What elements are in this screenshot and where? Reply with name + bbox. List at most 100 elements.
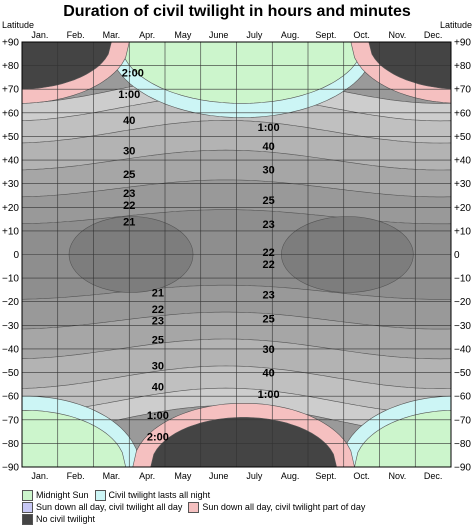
- y-tick-label-right: −10: [454, 274, 471, 285]
- x-tick-label-bottom: Feb.: [67, 471, 85, 481]
- contour-label: 1:00: [258, 122, 280, 134]
- y-tick-label-left: +70: [2, 85, 19, 96]
- y-tick-label-right: −40: [454, 344, 471, 355]
- y-tick-label-left: +40: [2, 156, 19, 167]
- x-tick-label-top: Nov.: [388, 30, 406, 40]
- contour-label: 22: [123, 200, 135, 212]
- contour-label: 25: [263, 313, 275, 325]
- contour-label: 40: [263, 368, 275, 380]
- x-tick-label-bottom: Apr.: [139, 471, 155, 481]
- x-tick-label-bottom: Oct.: [353, 471, 370, 481]
- y-tick-label-right: +60: [454, 108, 471, 119]
- contour-label: 21: [123, 216, 135, 228]
- y-tick-label-right: −80: [454, 439, 471, 450]
- x-tick-label-top: Feb.: [67, 30, 85, 40]
- y-tick-label-right: −20: [454, 297, 471, 308]
- legend-label: Sun down all day, civil twilight part of…: [202, 501, 365, 513]
- y-tick-label-right: +20: [454, 203, 471, 214]
- x-tick-label-bottom: Sept.: [315, 471, 336, 481]
- contour-label: 1:00: [258, 389, 280, 401]
- x-tick-label-top: Jan.: [31, 30, 48, 40]
- y-tick-label-right: +80: [454, 61, 471, 72]
- contour-label: 23: [263, 219, 275, 231]
- y-tick-label-left: −30: [2, 321, 19, 332]
- contour-label: 2:00: [122, 68, 144, 80]
- y-tick-label-right: −60: [454, 392, 471, 403]
- contour-label: 2:00: [147, 431, 169, 443]
- y-tick-label-right: +40: [454, 156, 471, 167]
- y-tick-label-left: +80: [2, 61, 19, 72]
- contour-label: 1:00: [118, 89, 140, 101]
- contour-label: 23: [152, 316, 164, 328]
- contour-label: 30: [152, 360, 164, 372]
- x-tick-label-bottom: Nov.: [388, 471, 406, 481]
- x-tick-label-bottom: Jan.: [31, 471, 48, 481]
- y-tick-label-right: +30: [454, 179, 471, 190]
- x-tick-label-top: May: [174, 30, 192, 40]
- legend-label: Sun down all day, civil twilight all day: [36, 501, 182, 513]
- x-tick-label-top: Dec.: [424, 30, 443, 40]
- y-tick-label-left: +30: [2, 179, 19, 190]
- legend-label: Midnight Sun: [36, 489, 89, 501]
- contour-label: 40: [123, 115, 135, 127]
- contour-label: 30: [263, 165, 275, 177]
- y-tick-label-left: +90: [2, 38, 19, 49]
- legend-item-sun-down-twilight-part-day: Sun down all day, civil twilight part of…: [188, 501, 365, 513]
- contour-label: 40: [263, 141, 275, 153]
- legend: Midnight Sun Civil twilight lasts all ni…: [22, 489, 371, 525]
- y-tick-label-left: −90: [2, 463, 19, 474]
- y-tick-label-right: 0: [454, 250, 460, 261]
- x-tick-label-bottom: May: [174, 471, 192, 481]
- y-tick-label-left: −40: [2, 344, 19, 355]
- contour-label: 22: [263, 259, 275, 271]
- y-tick-label-left: 0: [13, 250, 19, 261]
- contour-label: 22: [263, 247, 275, 259]
- legend-item-sun-down-twilight-all-day: Sun down all day, civil twilight all day: [22, 501, 182, 513]
- legend-label: No civil twilight: [36, 513, 95, 525]
- y-tick-label-right: +70: [454, 85, 471, 96]
- contour-label: 25: [263, 195, 275, 207]
- x-tick-label-top: Sept.: [315, 30, 336, 40]
- contour-label: 30: [263, 344, 275, 356]
- contour-label: 25: [152, 335, 164, 347]
- contour-label: 21: [152, 287, 164, 299]
- x-tick-label-bottom: Aug.: [281, 471, 300, 481]
- legend-swatch-sun-down-twilight-part-day: [188, 502, 199, 513]
- legend-item-twilight-all-night: Civil twilight lasts all night: [95, 489, 211, 501]
- y-tick-label-right: +10: [454, 226, 471, 237]
- y-tick-label-left: +10: [2, 226, 19, 237]
- y-tick-label-right: −70: [454, 415, 471, 426]
- legend-swatch-twilight-all-night: [95, 490, 106, 501]
- x-tick-label-top: Oct.: [353, 30, 370, 40]
- contour-label: 22: [152, 304, 164, 316]
- x-tick-label-top: Apr.: [139, 30, 155, 40]
- y-tick-label-left: −20: [2, 297, 19, 308]
- x-tick-label-bottom: Dec.: [424, 471, 443, 481]
- contour-label: 40: [152, 382, 164, 394]
- y-tick-label-right: −50: [454, 368, 471, 379]
- contour-label: 30: [123, 146, 135, 158]
- contour-label: 23: [123, 188, 135, 200]
- y-tick-label-left: −70: [2, 415, 19, 426]
- contour-label: 23: [263, 290, 275, 302]
- legend-item-midnight-sun: Midnight Sun: [22, 489, 89, 501]
- y-tick-label-left: −10: [2, 274, 19, 285]
- y-tick-label-right: +90: [454, 38, 471, 49]
- x-tick-label-top: July: [246, 30, 263, 40]
- y-tick-label-left: +20: [2, 203, 19, 214]
- contour-label: 25: [123, 169, 135, 181]
- x-tick-label-top: Aug.: [281, 30, 300, 40]
- x-tick-label-top: Mar.: [103, 30, 121, 40]
- legend-item-no-twilight: No civil twilight: [22, 513, 95, 525]
- y-tick-label-left: +50: [2, 132, 19, 143]
- contour-label: 1:00: [147, 410, 169, 422]
- x-tick-label-top: June: [209, 30, 229, 40]
- legend-swatch-no-twilight: [22, 514, 33, 525]
- x-tick-label-bottom: July: [246, 471, 263, 481]
- y-tick-label-left: −80: [2, 439, 19, 450]
- legend-label: Civil twilight lasts all night: [109, 489, 211, 501]
- y-tick-label-right: −90: [454, 463, 471, 474]
- y-tick-label-right: −30: [454, 321, 471, 332]
- legend-swatch-sun-down-twilight-all-day: [22, 502, 33, 513]
